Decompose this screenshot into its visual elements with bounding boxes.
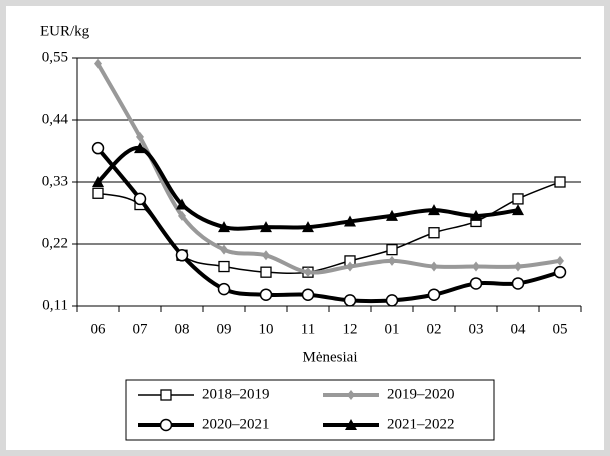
data-point [176, 198, 188, 210]
legend-marker [159, 418, 173, 432]
data-point [304, 267, 312, 278]
y-tick-label: 0,11 [42, 297, 68, 313]
y-tick-label: 0,55 [42, 49, 68, 65]
x-tick-label: 08 [175, 321, 190, 337]
x-tick-label: 03 [469, 321, 484, 337]
x-tick-label: 05 [553, 321, 568, 337]
legend [125, 379, 495, 441]
x-axis-label: Mėnesiai [303, 349, 358, 365]
data-point [469, 277, 483, 290]
data-point [178, 210, 186, 221]
legend-label: 2021–2022 [387, 416, 455, 432]
data-point [343, 294, 357, 307]
data-point [92, 187, 104, 199]
y-tick-label: 0,44 [42, 111, 69, 127]
data-point [262, 250, 270, 261]
x-tick-label: 07 [133, 321, 149, 337]
x-tick-label: 02 [427, 321, 442, 337]
legend-label: 2020–2021 [202, 416, 270, 432]
data-point [428, 227, 440, 239]
x-tick-label: 04 [511, 321, 527, 337]
data-point [346, 261, 354, 272]
x-tick-label: 11 [301, 321, 315, 337]
legend-label: 2018–2019 [202, 386, 270, 402]
data-point [136, 131, 144, 142]
data-point [511, 277, 525, 290]
data-point [301, 288, 315, 301]
data-point [217, 282, 231, 296]
data-point [344, 215, 356, 227]
data-point [133, 192, 147, 206]
data-point [512, 204, 524, 216]
data-point [512, 193, 524, 205]
legend-label: 2019–2020 [387, 386, 455, 402]
data-point [91, 141, 105, 155]
y-axis-label: EUR/kg [40, 23, 90, 39]
legend-marker [345, 419, 357, 430]
x-tick-label: 10 [259, 321, 274, 337]
data-point [386, 243, 398, 256]
data-point [386, 209, 398, 221]
x-tick-label: 12 [343, 321, 358, 337]
data-point [218, 221, 230, 233]
data-point [428, 204, 440, 216]
y-tick-label: 0,33 [42, 173, 68, 189]
data-point [472, 261, 480, 272]
x-tick-label: 09 [217, 321, 232, 337]
data-point [92, 176, 104, 187]
data-point [427, 288, 441, 301]
data-point [556, 255, 564, 266]
data-point [259, 288, 273, 301]
data-point [470, 209, 482, 221]
y-tick-label: 0,22 [42, 235, 68, 251]
data-point [514, 261, 522, 272]
x-tick-label: 01 [385, 321, 400, 337]
legend-marker [347, 390, 355, 400]
data-point [554, 176, 566, 188]
data-point [385, 294, 399, 307]
data-point [220, 244, 228, 255]
data-point [260, 221, 272, 233]
data-point [553, 265, 567, 279]
data-point [134, 142, 146, 154]
x-tick-label: 06 [91, 321, 107, 337]
data-point [302, 221, 314, 233]
data-point [260, 266, 272, 278]
legend-marker [160, 389, 172, 401]
data-point [94, 58, 102, 69]
data-point [218, 260, 230, 273]
data-point [175, 249, 189, 262]
data-point [430, 261, 438, 272]
data-point [388, 255, 396, 266]
